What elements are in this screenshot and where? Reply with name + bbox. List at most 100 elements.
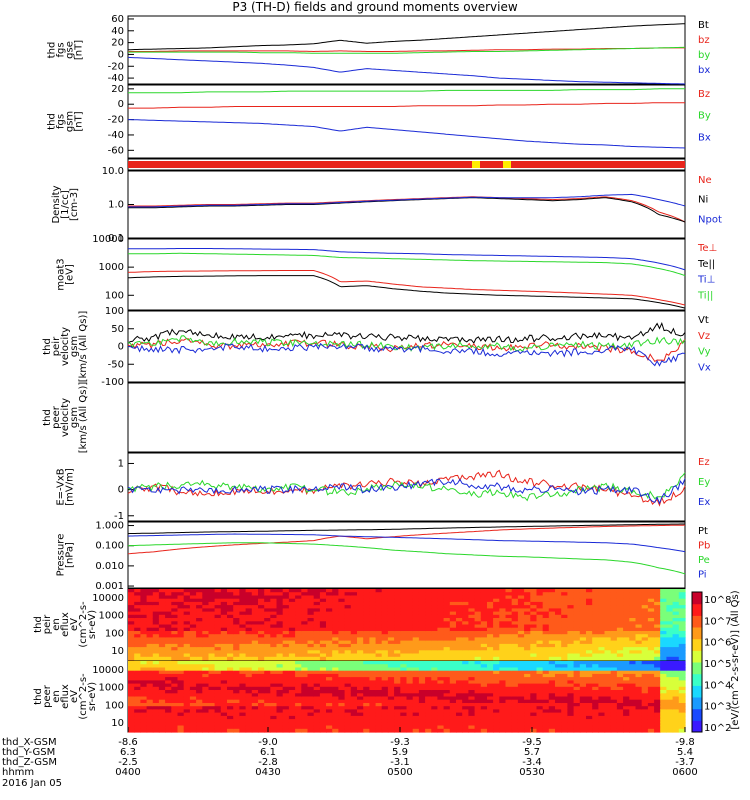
heatmap-cell	[171, 592, 179, 596]
heatmap-cell	[555, 670, 562, 675]
heatmap-cell	[158, 680, 166, 685]
heatmap-cell	[326, 653, 333, 658]
heatmap-cell	[629, 621, 637, 626]
heatmap-cell	[604, 715, 612, 720]
heatmap-cell	[227, 592, 234, 596]
heatmap-cell	[660, 614, 667, 619]
heatmap-cell	[443, 709, 451, 714]
heatmap-cell	[183, 640, 191, 645]
heatmap-cell	[431, 728, 439, 733]
heatmap-cell	[196, 605, 203, 609]
heatmap-cell	[183, 650, 191, 655]
heatmap-cell	[629, 690, 637, 694]
legend-label: Ne	[698, 175, 712, 186]
heatmap-cell	[387, 631, 395, 635]
heatmap-cell	[276, 686, 284, 691]
heatmap-cell	[604, 699, 612, 704]
heatmap-cell	[140, 664, 148, 668]
heatmap-cell	[616, 611, 624, 616]
heatmap-cell	[480, 640, 488, 645]
heatmap-cell	[561, 621, 568, 626]
heatmap-cell	[332, 631, 339, 635]
heatmap-cell	[400, 661, 408, 665]
heatmap-cell	[214, 709, 222, 714]
heatmap-cell	[418, 605, 426, 609]
heatmap-cell	[616, 670, 624, 675]
heatmap-cell	[437, 637, 445, 642]
heatmap-cell	[344, 686, 352, 691]
heatmap-cell	[462, 656, 469, 661]
heatmap-cell	[313, 680, 321, 685]
series-line-Te||	[128, 275, 686, 309]
heatmap-cell	[480, 706, 488, 710]
heatmap-cell	[623, 670, 630, 675]
heatmap-cell	[468, 693, 476, 698]
heatmap-cell	[524, 647, 531, 651]
heatmap-cell	[276, 719, 284, 723]
y-axis-label: [cm-3]	[69, 188, 80, 221]
heatmap-cell	[134, 627, 141, 632]
heatmap-cell	[418, 647, 426, 651]
heatmap-cell	[288, 686, 296, 691]
heatmap-cell	[647, 627, 655, 632]
heatmap-cell	[189, 670, 197, 675]
heatmap-cell	[462, 667, 469, 672]
heatmap-cell	[270, 595, 278, 600]
heatmap-cell	[158, 699, 166, 704]
heatmap-cell	[357, 595, 364, 600]
heatmap-cell	[598, 608, 606, 613]
heatmap-cell	[542, 722, 550, 727]
heatmap-cell	[387, 614, 395, 619]
heatmap-cell	[468, 725, 476, 730]
heatmap-cell	[332, 693, 339, 698]
heatmap-cell	[332, 706, 339, 710]
heatmap-cell	[332, 712, 339, 717]
heatmap-cell	[227, 637, 234, 642]
panel-frame-4	[127, 238, 686, 311]
heatmap-cell	[233, 661, 240, 665]
heatmap-cell	[332, 728, 339, 733]
heatmap-cell	[369, 673, 377, 678]
heatmap-cell	[610, 703, 618, 707]
heatmap-cell	[542, 686, 550, 691]
heatmap-cell	[332, 722, 339, 727]
heatmap-cell	[468, 611, 476, 616]
heatmap-cell	[505, 683, 513, 688]
heatmap-cell	[363, 589, 370, 593]
heatmap-cell	[567, 715, 575, 720]
heatmap-cell	[586, 690, 593, 694]
heatmap-cell	[357, 627, 364, 632]
heatmap-cell	[251, 647, 259, 651]
heatmap-cell	[672, 611, 680, 616]
heatmap-cell	[418, 637, 426, 642]
heatmap-cell	[196, 686, 203, 691]
heatmap-cell	[567, 595, 575, 600]
heatmap-cell	[227, 686, 234, 691]
heatmap-cell	[437, 699, 445, 704]
heatmap-cell	[573, 696, 581, 701]
heatmap-cell	[165, 621, 172, 626]
heatmap-cell	[462, 631, 469, 635]
heatmap-cell	[647, 680, 655, 685]
heatmap-cell	[270, 614, 278, 619]
heatmap-cell	[629, 598, 637, 603]
heatmap-cell	[350, 618, 358, 622]
heatmap-cell	[418, 699, 426, 704]
heatmap-cell	[431, 680, 439, 685]
heatmap-cell	[251, 656, 259, 661]
heatmap-cell	[635, 673, 643, 678]
heatmap-cell	[517, 709, 525, 714]
heatmap-cell	[616, 631, 624, 635]
heatmap-cell	[288, 712, 296, 717]
heatmap-cell	[610, 637, 618, 642]
series-line-Ti⊥	[128, 248, 686, 271]
heatmap-cell	[598, 703, 606, 707]
heatmap-cell	[561, 690, 568, 694]
heatmap-cell	[629, 719, 637, 723]
colorbar-segment	[692, 627, 702, 640]
heatmap-cell	[394, 631, 401, 635]
heatmap-cell	[598, 677, 606, 681]
heatmap-cell	[220, 621, 228, 626]
heatmap-cell	[245, 643, 253, 648]
heatmap-cell	[592, 667, 599, 672]
